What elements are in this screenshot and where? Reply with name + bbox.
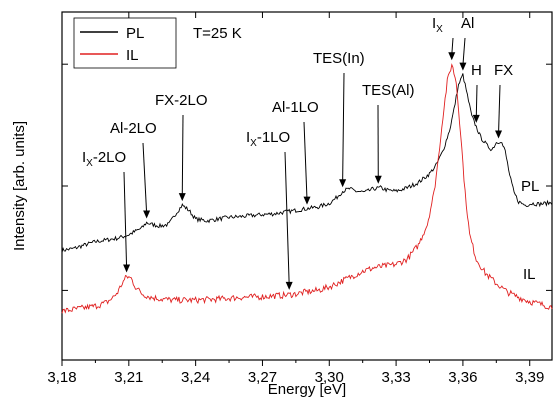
annotation-arrow [475, 84, 478, 118]
annotation-arrowhead [495, 130, 503, 139]
y-axis-label: Intensity [arb. units] [11, 121, 28, 251]
y-axis [62, 63, 552, 291]
annotation-arrow [181, 114, 184, 197]
annotation-arrowhead [178, 193, 186, 202]
annotation-arrow [142, 142, 148, 214]
annotations: IX-2LO Al-2LO FX-2LO IX-1LO Al-1LO TES(In) TES… [82, 15, 513, 290]
annotation-label: H [471, 62, 482, 79]
annotation-arrowhead [374, 175, 382, 184]
x-tick-label: 3,30 [315, 369, 344, 386]
legend: PL IL [73, 17, 177, 69]
temperature-label: T=25 K [193, 25, 242, 42]
x-tick-label: 3,39 [515, 369, 544, 386]
annotation-label: FX-2LO [155, 92, 208, 109]
x-tick-label: 3,36 [448, 369, 477, 386]
x-tick-label: 3,27 [248, 369, 277, 386]
x-axis: 3,18 3,21 3,24 3,27 3,30 3,33 3,36 3,39 [47, 12, 544, 386]
annotation-arrowhead [448, 52, 456, 61]
x-axis-label: Energy [eV] [268, 381, 346, 398]
annotation-arrow [303, 121, 308, 200]
annotation-arrowhead [459, 62, 467, 71]
x-tick-label: 3,21 [114, 369, 143, 386]
x-tick-label: 3,24 [181, 369, 210, 386]
annotation-label: IX-1LO [246, 129, 290, 149]
il-end-label: IL [523, 266, 536, 283]
annotation-arrow [123, 171, 128, 268]
annotation-label: Al [461, 15, 474, 32]
series-pl [61, 73, 553, 253]
legend-label-il: IL [126, 47, 139, 64]
annotation-arrowhead [285, 281, 293, 290]
legend-label-pl: PL [126, 25, 144, 42]
x-tick-label: 3,33 [381, 369, 410, 386]
annotation-label: TES(Al) [362, 82, 415, 99]
series-il [61, 63, 553, 314]
annotation-arrow [342, 72, 345, 183]
annotation-label: TES(In) [313, 50, 365, 67]
annotation-label: IX-2LO [82, 149, 126, 169]
pl-end-label: PL [521, 178, 539, 195]
x-tick-label: 3,18 [47, 369, 76, 386]
series-layer [61, 63, 553, 314]
annotation-arrow [462, 37, 466, 66]
annotation-arrowhead [123, 264, 131, 273]
annotation-label: Al-2LO [110, 120, 157, 137]
annotation-arrowhead [339, 179, 347, 188]
annotation-arrowhead [303, 196, 311, 205]
annotation-arrow [498, 84, 501, 134]
annotation-label: IX [432, 15, 443, 35]
legend-box [73, 17, 177, 69]
annotation-label: Al-1LO [272, 99, 319, 116]
annotation-arrowhead [143, 210, 151, 219]
annotation-arrow [284, 151, 290, 285]
annotation-arrowhead [472, 114, 480, 123]
annotation-label: FX [494, 62, 513, 79]
